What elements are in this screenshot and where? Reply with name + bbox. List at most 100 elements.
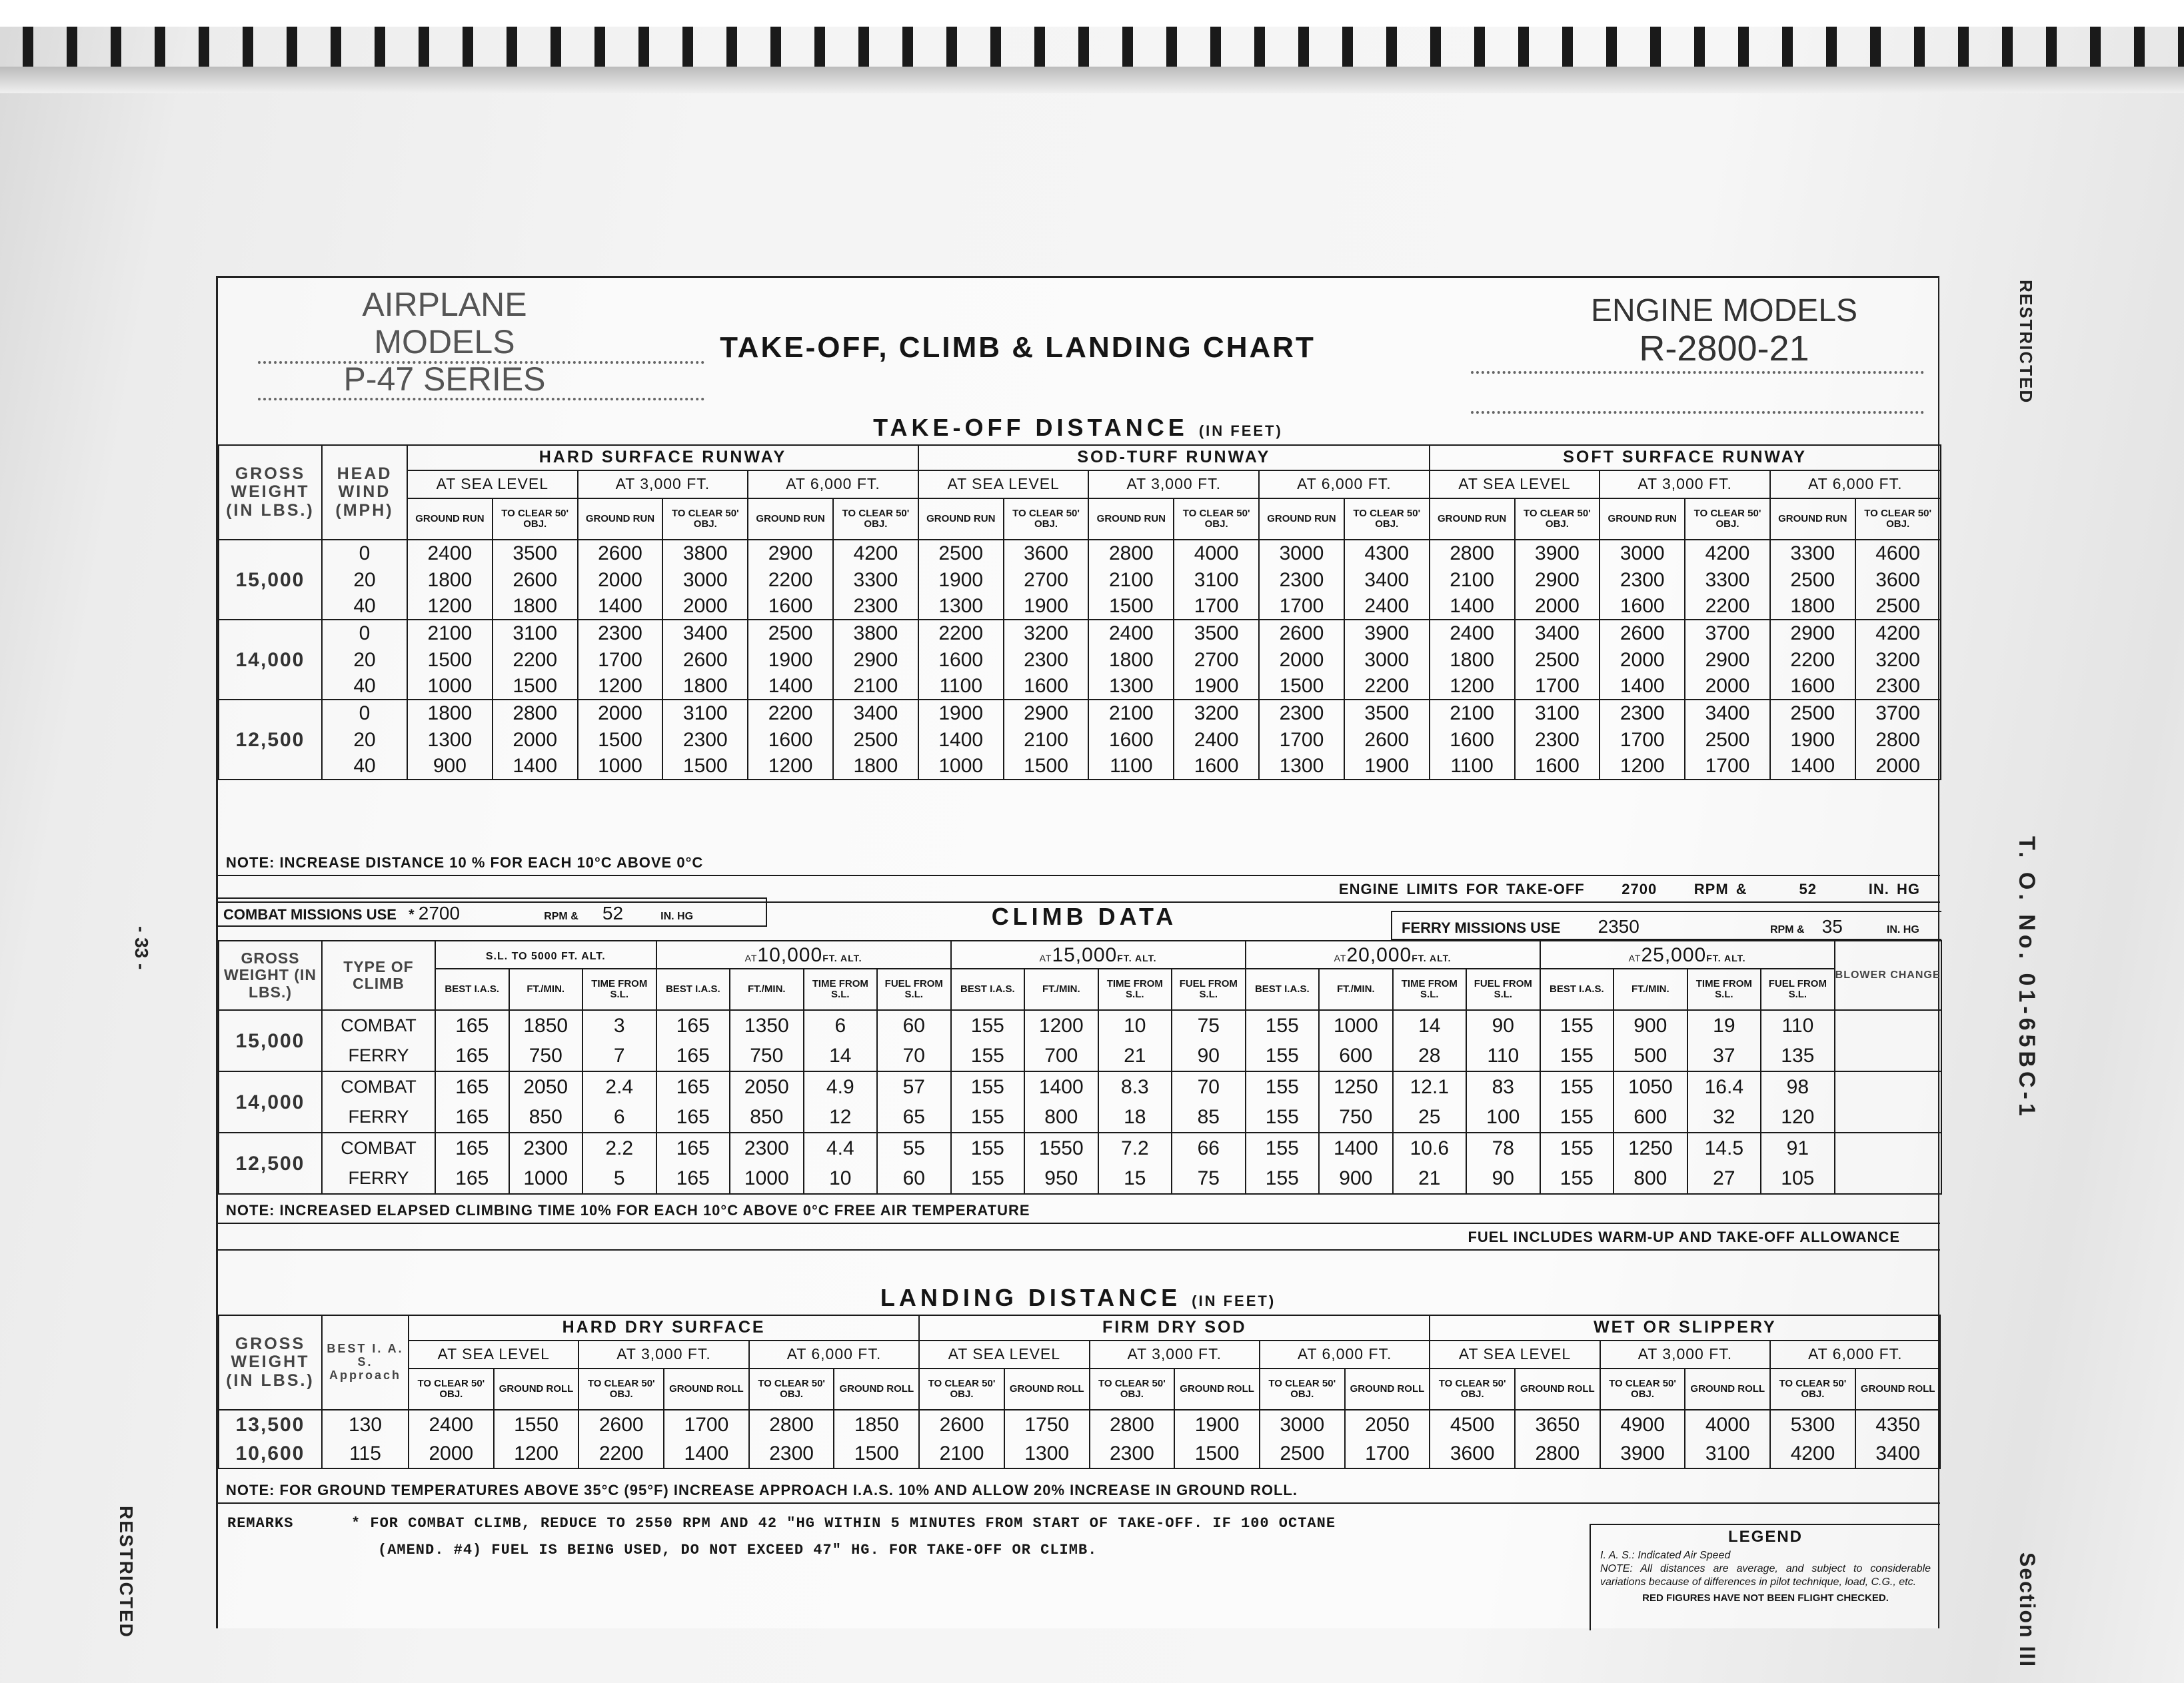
subcolumn-header: BEST I.A.S. xyxy=(655,968,731,1011)
table-row: 20 1800 2600 2000 3000 2200 3300 1900 2700 2100 31… xyxy=(219,566,1941,593)
altitude-header: AT 6,000 FT. xyxy=(1258,470,1430,499)
gross-weight-header: GROSS WEIGHT (IN LBS.) xyxy=(218,940,323,1011)
climb-value-cell: 15 xyxy=(1097,1163,1173,1195)
distance-cell: 3500 xyxy=(1343,699,1430,726)
subcolumn-header: GROUND RUN xyxy=(1769,498,1856,540)
subcolumn-header: GROUND RUN xyxy=(1258,498,1345,540)
distance-cell: 2400 xyxy=(1088,619,1175,646)
subcolumn-header: FUEL FROM S.L. xyxy=(1760,968,1835,1011)
airplane-models-value: P-47 SERIES xyxy=(343,360,546,398)
table-row: 12,500 0 1800 2800 2000 3100 2200 3400 1900 2900 2… xyxy=(218,699,1941,780)
gross-weight-header: GROSS WEIGHT (IN LBS.) xyxy=(218,1315,323,1410)
header-row: BEST I.A.S. FT./MIN. TIME FROM S.L. BEST I.… xyxy=(219,968,1941,1011)
distance-cell: 4200 xyxy=(1854,619,1941,646)
ferry-rpm: 2350 xyxy=(1598,916,1639,937)
climb-value-cell: 70 xyxy=(876,1041,952,1072)
table-row: 40 900 1400 1000 1500 1200 1800 1000 1500 1100 160… xyxy=(219,753,1941,780)
dotted-line xyxy=(258,361,704,364)
landing-distance-cell: 2200 xyxy=(578,1439,665,1469)
distance-cell: 2600 xyxy=(576,539,664,566)
chart-title: TAKE-OFF, CLIMB & LANDING CHART xyxy=(720,331,1316,364)
climb-value-cell: 135 xyxy=(1760,1041,1835,1072)
to-number-label: T. O. No. 01-65BC-1 xyxy=(2014,836,2039,1120)
altitude-header: AT 6,000 FT. xyxy=(1769,470,1941,499)
distance-cell: 1400 xyxy=(491,753,578,780)
distance-cell: 3600 xyxy=(1002,539,1090,566)
distance-cell: 2900 xyxy=(1514,566,1601,593)
distance-cell: 2200 xyxy=(1684,593,1771,620)
subcolumn-header: BEST I.A.S. xyxy=(1244,968,1320,1011)
distance-cell: 2000 xyxy=(491,726,578,753)
distance-cell: 1100 xyxy=(1088,753,1175,780)
table-row: 10,600 115 2000 1200 2200 1400 2300 1500 2100 130… xyxy=(218,1439,1941,1469)
table-row: FERRY 165 850 6 165 850 12 65 155 800 18 85 155 750 25… xyxy=(219,1102,1941,1133)
climb-value-cell: 10 xyxy=(1097,1009,1173,1041)
climb-value-cell: 850 xyxy=(729,1102,804,1133)
climb-value-cell: 98 xyxy=(1760,1071,1835,1102)
head-wind-cell: 20 xyxy=(321,566,408,593)
distance-cell: 2100 xyxy=(1088,566,1175,593)
distance-cell: 2300 xyxy=(1514,726,1601,753)
subcolumn-header: GROUND ROLL xyxy=(493,1368,580,1410)
climb-value-cell: 165 xyxy=(435,1163,510,1195)
climb-note: NOTE: INCREASED ELAPSED CLIMBING TIME 10… xyxy=(218,1197,1940,1224)
distance-cell: 1900 xyxy=(1173,673,1260,700)
distance-cell: 2200 xyxy=(917,619,1004,646)
best-ias-cell: 130 xyxy=(321,1409,409,1439)
subcolumn-header: TO CLEAR 50' OBJ. xyxy=(832,498,919,540)
distance-cell: 900 xyxy=(407,753,493,780)
distance-cell: 3000 xyxy=(662,566,749,593)
climb-value-cell: 850 xyxy=(508,1102,583,1133)
climb-value-cell: 90 xyxy=(1466,1163,1541,1195)
subcolumn-header: BEST I.A.S. xyxy=(950,968,1026,1011)
landing-table: GROSS WEIGHT (IN LBS.) BEST I. A. S. Appr… xyxy=(218,1315,1941,1469)
climb-value-cell: 155 xyxy=(1244,1132,1320,1163)
distance-cell: 2300 xyxy=(1599,566,1686,593)
subcolumn-header: GROUND RUN xyxy=(407,498,493,540)
head-wind-cell: 0 xyxy=(321,619,408,646)
altitude-prefix: AT xyxy=(744,952,758,963)
distance-cell: 2100 xyxy=(1428,566,1516,593)
blower-change-cell xyxy=(1833,1009,1942,1072)
altitude-suffix: FT. ALT. xyxy=(1706,952,1746,963)
engine-limits-hg-label: IN. HG xyxy=(1868,881,1920,897)
distance-cell: 2000 xyxy=(576,566,664,593)
distance-cell: 2300 xyxy=(1854,673,1941,700)
distance-cell: 1500 xyxy=(1258,673,1345,700)
distance-cell: 1900 xyxy=(1343,753,1430,780)
altitude-header: AT SEA LEVEL xyxy=(1429,1340,1601,1369)
distance-cell: 1800 xyxy=(662,673,749,700)
distance-cell: 1700 xyxy=(1684,753,1771,780)
climb-value-cell: 950 xyxy=(1024,1163,1099,1195)
distance-cell: 1600 xyxy=(917,646,1004,673)
climb-value-cell: 165 xyxy=(435,1009,510,1041)
distance-cell: 1800 xyxy=(1088,646,1175,673)
distance-cell: 2500 xyxy=(1684,726,1771,753)
climb-value-cell: 32 xyxy=(1686,1102,1762,1133)
distance-cell: 2600 xyxy=(1258,619,1345,646)
climb-value-cell: 7 xyxy=(582,1041,657,1072)
legend-box: LEGEND I. A. S.: Indicated Air Speed NOT… xyxy=(1590,1524,1940,1630)
head-wind-cell: 40 xyxy=(321,673,408,700)
subcolumn-header: BEST I.A.S. xyxy=(1539,968,1615,1011)
distance-cell: 2300 xyxy=(1258,566,1345,593)
distance-cell: 2300 xyxy=(576,619,664,646)
table-row: 20 1500 2200 1700 2600 1900 2900 1600 2300 1800 27… xyxy=(219,646,1941,673)
combat-star: * xyxy=(409,906,415,923)
climb-value-cell: 10 xyxy=(802,1163,878,1195)
distance-cell: 2900 xyxy=(1002,699,1090,726)
climb-value-cell: 37 xyxy=(1686,1041,1762,1072)
best-ias-cell: 115 xyxy=(321,1439,409,1469)
distance-cell: 2500 xyxy=(1854,593,1941,620)
page-number: - 33 - xyxy=(131,926,152,970)
climb-value-cell: 800 xyxy=(1613,1163,1688,1195)
header-row: AT SEA LEVEL AT 3,000 FT. AT 6,000 FT. AT S… xyxy=(219,470,1941,499)
distance-cell: 3400 xyxy=(1684,699,1771,726)
best-ias-header: BEST I. A. S. Approach xyxy=(321,1315,409,1410)
distance-cell: 1700 xyxy=(1258,593,1345,620)
distance-cell: 2600 xyxy=(1343,726,1430,753)
climb-value-cell: 155 xyxy=(950,1132,1026,1163)
combat-hg: 52 xyxy=(602,903,624,923)
engine-limits-rpm-label: RPM & xyxy=(1693,881,1747,897)
gross-weight-cell: 12,500 xyxy=(218,699,323,780)
